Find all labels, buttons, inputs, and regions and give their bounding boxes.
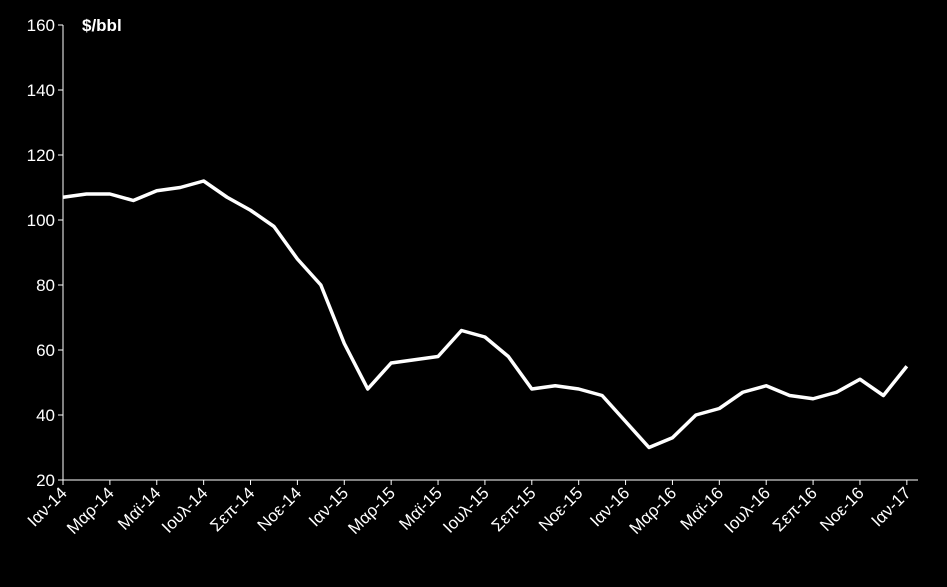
x-tick-label: Μαϊ-14 <box>114 483 164 533</box>
x-tick-label: Νοε-14 <box>254 483 306 535</box>
y-tick-label: 20 <box>36 471 55 490</box>
x-tick-label: Σεπ-14 <box>206 483 258 535</box>
y-tick-label: 160 <box>27 16 55 35</box>
x-tick-label: Ιουλ-14 <box>158 483 211 536</box>
x-tick-label: Σεπ-15 <box>488 483 540 535</box>
x-tick-label: Νοε-15 <box>535 483 587 535</box>
x-tick-label: Ιουλ-16 <box>721 483 774 536</box>
price-line <box>62 179 909 450</box>
x-tick-label: Μαρ-14 <box>63 483 118 538</box>
x-tick-label: Νοε-16 <box>816 483 868 535</box>
x-tick-label: Σεπ-16 <box>769 483 821 535</box>
x-tick-label: Μαϊ-15 <box>395 483 445 533</box>
x-tick-label: Μαϊ-16 <box>677 483 727 533</box>
x-tick-label: Ιαν-17 <box>868 483 915 530</box>
y-tick-label: 40 <box>36 406 55 425</box>
x-tick-label: Μαρ-15 <box>344 483 399 538</box>
y-axis-label: $/bbl <box>82 16 122 35</box>
y-tick-label: 60 <box>36 341 55 360</box>
y-tick-label: 80 <box>36 276 55 295</box>
x-tick-label: Μαρ-16 <box>626 483 681 538</box>
y-tick-label: 120 <box>27 146 55 165</box>
x-tick-label: Ιουλ-15 <box>439 483 492 536</box>
y-tick-label: 140 <box>27 81 55 100</box>
y-tick-label: 100 <box>27 211 55 230</box>
